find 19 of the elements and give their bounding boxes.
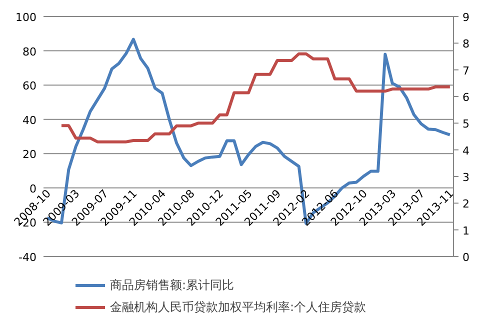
y2-tick-label: 3: [462, 171, 470, 184]
y-tick-label: -40: [18, 251, 36, 264]
y2-tick-label: 2: [462, 198, 470, 211]
y-tick-label: 100: [16, 11, 37, 24]
y2-tick-label: 5: [462, 118, 470, 131]
y2-tick-label: 1: [462, 224, 470, 238]
y-tick-label: 80: [22, 45, 37, 58]
line-series: [60, 52, 452, 144]
y2-tick-label: 7: [462, 64, 470, 78]
y2-tick-label: 9: [462, 11, 470, 24]
y2-tick-label: 0: [462, 251, 470, 264]
legend-label: 金融机构人民币贷款加权平均利率:个人住房贷款: [110, 298, 366, 316]
y2-tick-label: 6: [462, 91, 470, 104]
y-tick-label: 60: [22, 80, 37, 93]
y-tick-label: 40: [22, 114, 37, 127]
y2-tick-label: 8: [462, 38, 470, 51]
y-tick-label: 20: [22, 148, 37, 162]
legend-label: 商品房销售额:累计同比: [110, 276, 234, 294]
y2-tick-label: 4: [462, 144, 470, 158]
